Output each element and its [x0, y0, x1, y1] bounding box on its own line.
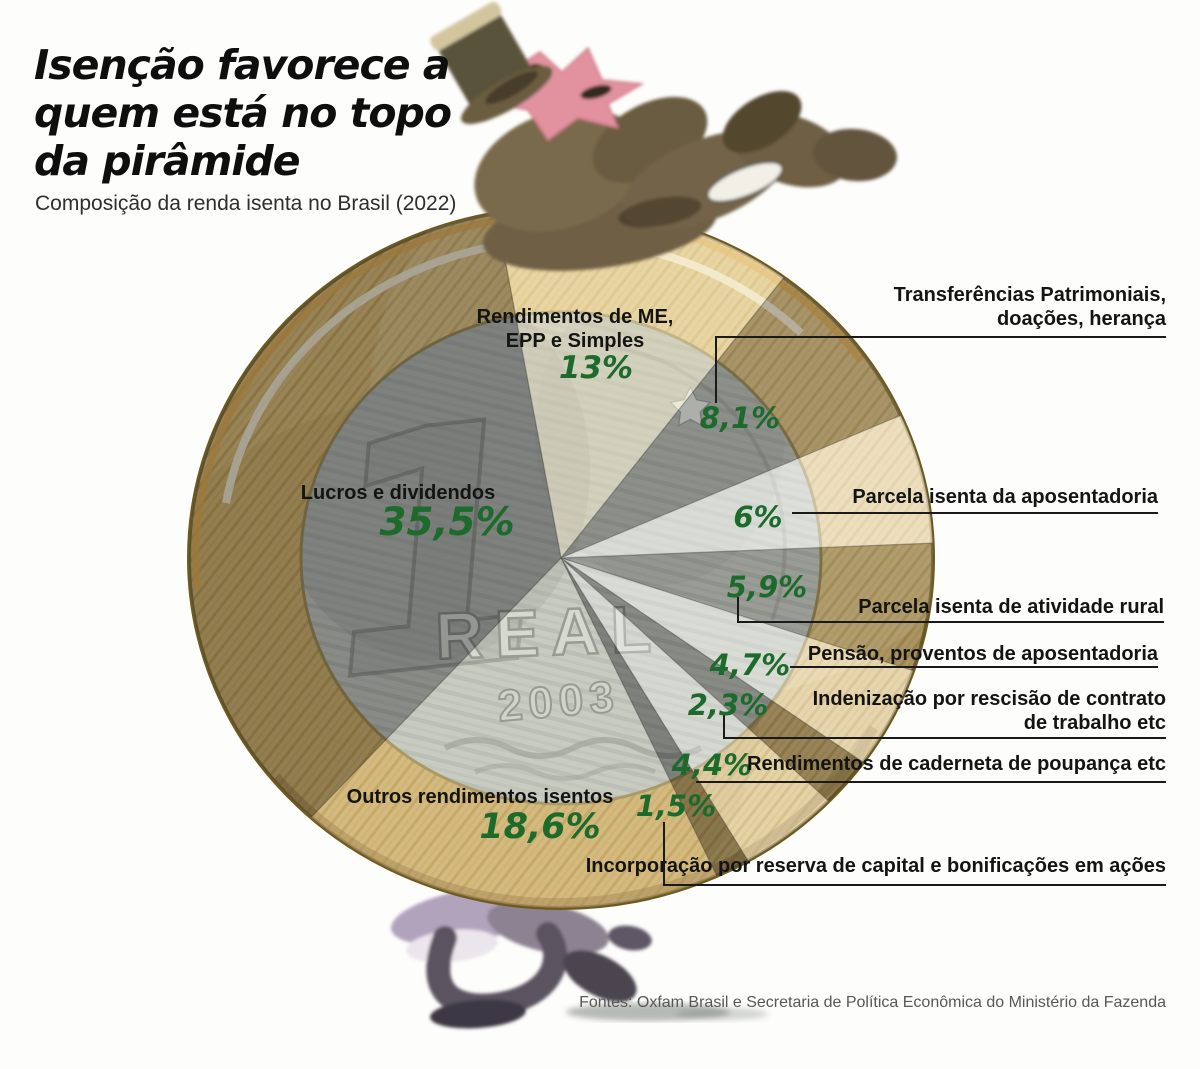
figure-shadow [566, 1003, 768, 1021]
top-hat [430, 1, 553, 125]
pie-slice-7 [560, 557, 749, 877]
coin-year-text: 2003 [496, 672, 622, 731]
leader-line-5 [723, 713, 1166, 739]
figure-man-on-coin [430, 1, 897, 271]
leader-line-7 [663, 822, 1166, 886]
pie-slice-2 [560, 414, 933, 559]
leader-lines [663, 336, 1166, 886]
leader-line-3 [737, 597, 1164, 623]
coin-numeral: 1 [304, 349, 573, 755]
leader-line-1 [715, 336, 1166, 403]
pie-overlay [189, 208, 933, 908]
coin-denomination-text: REAL [434, 591, 664, 673]
pie-slice-6 [560, 557, 830, 862]
pie-slice-1 [560, 276, 902, 559]
